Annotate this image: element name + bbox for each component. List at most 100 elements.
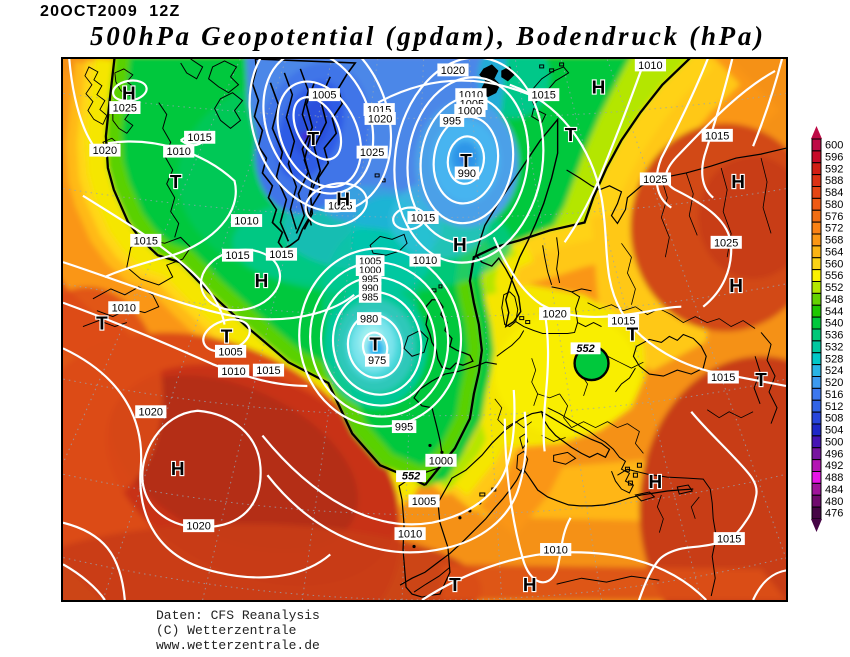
svg-text:H: H	[122, 84, 136, 105]
svg-text:H: H	[592, 78, 606, 99]
svg-text:536: 536	[825, 330, 843, 342]
svg-text:568: 568	[825, 235, 843, 247]
svg-text:528: 528	[825, 353, 843, 365]
svg-text:1025: 1025	[113, 103, 137, 115]
svg-text:T: T	[369, 334, 381, 355]
svg-text:975: 975	[368, 355, 386, 367]
svg-text:995: 995	[443, 115, 461, 127]
svg-text:492: 492	[825, 460, 843, 472]
svg-text:H: H	[729, 276, 743, 297]
svg-text:1025: 1025	[714, 237, 738, 249]
svg-text:1015: 1015	[611, 316, 635, 328]
svg-text:552: 552	[576, 343, 594, 355]
svg-text:980: 980	[360, 314, 378, 326]
svg-text:1020: 1020	[186, 521, 210, 533]
svg-text:1005: 1005	[412, 496, 436, 508]
svg-text:476: 476	[825, 508, 843, 520]
svg-text:1015: 1015	[256, 365, 280, 377]
svg-text:592: 592	[825, 163, 843, 175]
svg-text:T: T	[755, 370, 767, 391]
svg-text:995: 995	[362, 275, 379, 286]
svg-text:H: H	[453, 235, 467, 256]
svg-text:560: 560	[825, 258, 843, 270]
svg-text:T: T	[308, 129, 320, 150]
svg-text:600: 600	[825, 140, 843, 152]
svg-text:H: H	[523, 575, 537, 596]
svg-text:1015: 1015	[717, 534, 741, 546]
svg-text:480: 480	[825, 496, 843, 508]
svg-text:552: 552	[825, 282, 843, 294]
svg-text:596: 596	[825, 151, 843, 163]
svg-text:1010: 1010	[413, 255, 437, 267]
svg-text:1015: 1015	[269, 249, 293, 261]
svg-text:576: 576	[825, 211, 843, 223]
svg-text:1020: 1020	[139, 407, 163, 419]
svg-text:1010: 1010	[398, 529, 422, 541]
svg-text:1015: 1015	[187, 132, 211, 144]
svg-text:540: 540	[825, 318, 843, 330]
svg-text:1015: 1015	[705, 130, 729, 142]
svg-text:544: 544	[825, 306, 843, 318]
svg-text:484: 484	[825, 484, 843, 496]
svg-text:556: 556	[825, 270, 843, 282]
svg-text:T: T	[565, 125, 577, 146]
svg-text:H: H	[649, 472, 663, 493]
svg-text:1005: 1005	[359, 257, 382, 268]
svg-text:1020: 1020	[368, 113, 392, 125]
svg-text:1015: 1015	[531, 90, 555, 102]
svg-text:504: 504	[825, 425, 843, 437]
svg-text:1025: 1025	[360, 147, 384, 159]
svg-text:1010: 1010	[221, 366, 245, 378]
svg-text:T: T	[449, 575, 461, 596]
svg-text:584: 584	[825, 187, 843, 199]
svg-text:524: 524	[825, 365, 843, 377]
svg-text:1015: 1015	[367, 105, 391, 117]
svg-text:1025: 1025	[643, 174, 667, 186]
svg-text:564: 564	[825, 246, 843, 258]
svg-text:500: 500	[825, 436, 843, 448]
svg-text:T: T	[460, 151, 472, 172]
svg-text:1005: 1005	[312, 90, 336, 102]
svg-text:1000: 1000	[458, 106, 482, 118]
svg-text:508: 508	[825, 413, 843, 425]
svg-text:1010: 1010	[166, 146, 190, 158]
svg-text:548: 548	[825, 294, 843, 306]
svg-text:1020: 1020	[93, 145, 117, 157]
svg-text:588: 588	[825, 175, 843, 187]
svg-text:552: 552	[402, 471, 420, 483]
svg-text:532: 532	[825, 341, 843, 353]
svg-text:1010: 1010	[638, 60, 662, 72]
svg-text:985: 985	[362, 292, 379, 303]
svg-text:1020: 1020	[441, 65, 465, 77]
svg-text:990: 990	[362, 283, 379, 294]
svg-text:1010: 1010	[459, 90, 483, 102]
svg-text:1015: 1015	[411, 213, 435, 225]
svg-text:1015: 1015	[134, 235, 158, 247]
svg-text:1020: 1020	[542, 309, 566, 321]
svg-text:990: 990	[458, 168, 476, 180]
svg-text:1010: 1010	[234, 215, 258, 227]
svg-text:T: T	[170, 172, 182, 193]
svg-text:488: 488	[825, 472, 843, 484]
svg-text:995: 995	[395, 422, 413, 434]
svg-text:H: H	[731, 172, 745, 193]
svg-text:T: T	[221, 326, 233, 347]
svg-text:520: 520	[825, 377, 843, 389]
svg-text:1015: 1015	[225, 250, 249, 262]
svg-text:516: 516	[825, 389, 843, 401]
svg-text:H: H	[171, 459, 185, 480]
svg-text:1000: 1000	[359, 266, 382, 277]
svg-text:1010: 1010	[112, 303, 136, 315]
svg-text:H: H	[336, 190, 350, 211]
svg-text:1010: 1010	[543, 544, 567, 556]
svg-text:H: H	[255, 271, 269, 292]
svg-text:1015: 1015	[711, 372, 735, 384]
svg-text:1005: 1005	[218, 346, 242, 358]
svg-text:572: 572	[825, 223, 843, 235]
svg-text:1025: 1025	[328, 201, 352, 213]
svg-text:512: 512	[825, 401, 843, 413]
svg-text:580: 580	[825, 199, 843, 211]
svg-text:496: 496	[825, 448, 843, 460]
svg-text:T: T	[96, 314, 108, 335]
svg-text:T: T	[627, 324, 639, 345]
